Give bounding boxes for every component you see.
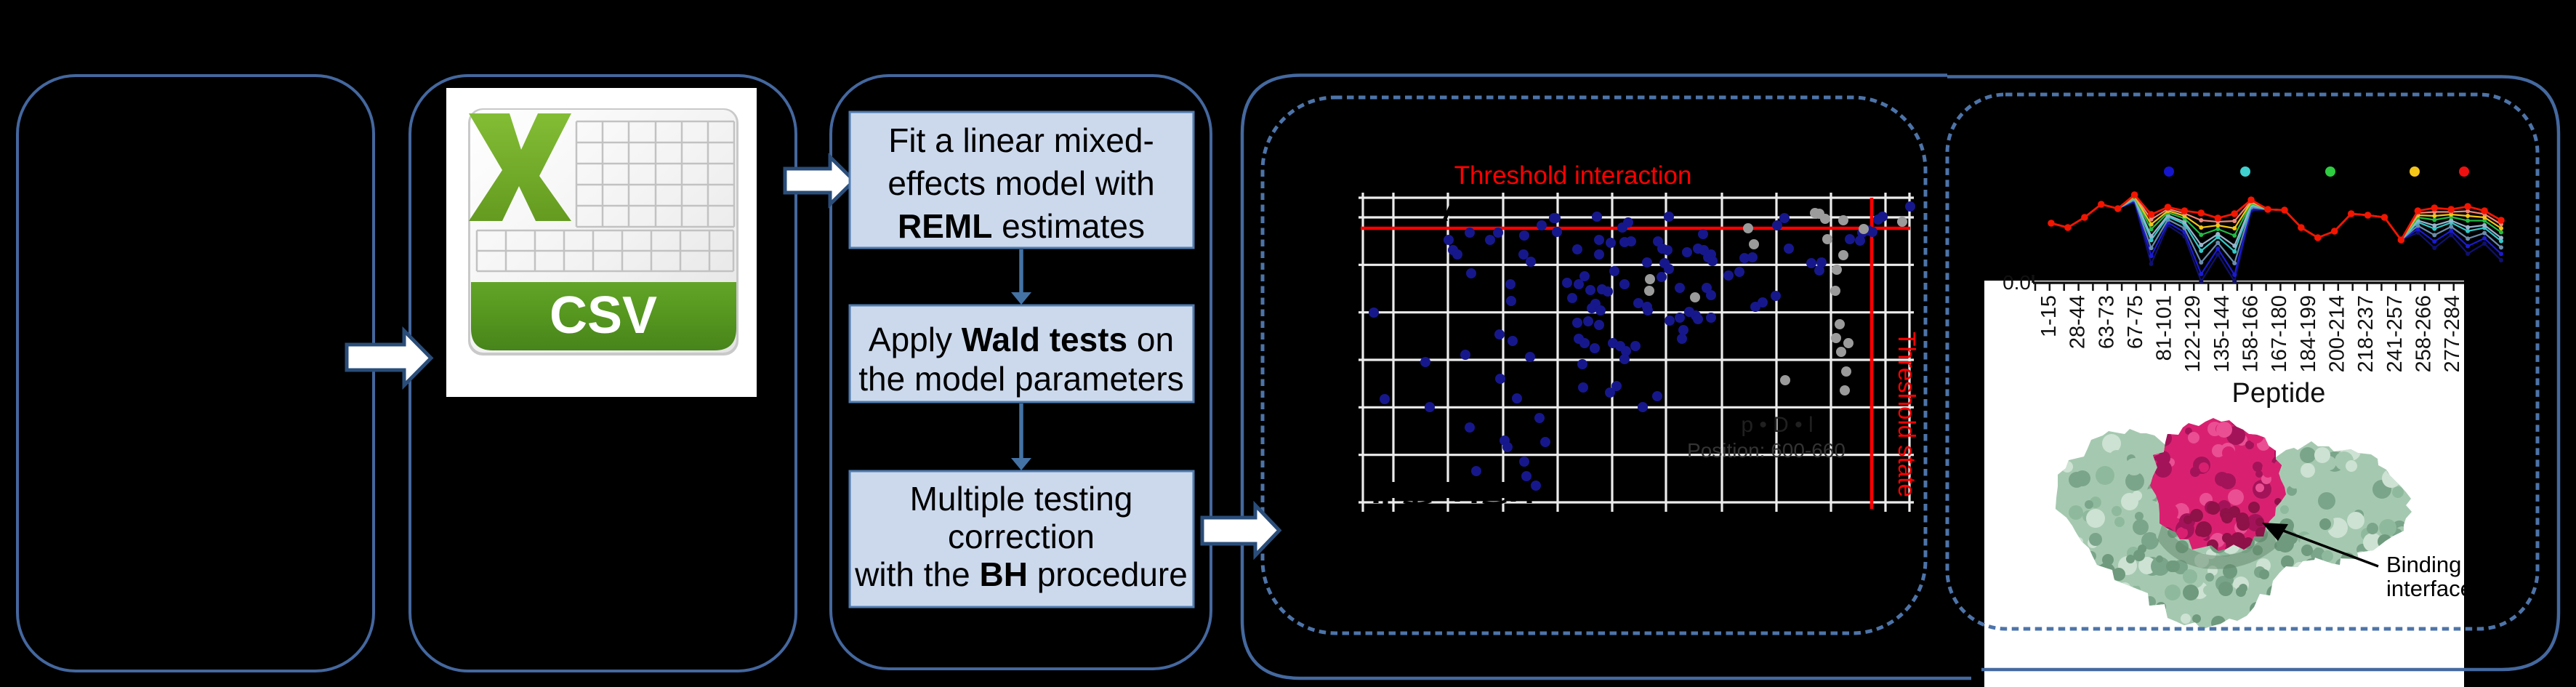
svg-text:218-237: 218-237 bbox=[2354, 295, 2378, 372]
svg-text:277-284: 277-284 bbox=[2441, 295, 2464, 372]
svg-text:p • D • l: p • D • l bbox=[1741, 413, 1813, 437]
svg-text:135-144: 135-144 bbox=[2210, 295, 2234, 372]
svg-text:Threshold interaction: Threshold interaction bbox=[1454, 161, 1692, 190]
svg-text:1-15: 1-15 bbox=[2037, 295, 2061, 337]
svg-text:122-129: 122-129 bbox=[2181, 295, 2205, 372]
svg-text:Binding: Binding bbox=[2386, 552, 2461, 577]
svg-text:28-44: 28-44 bbox=[2066, 295, 2090, 349]
svg-text:81-101: 81-101 bbox=[2153, 295, 2176, 361]
svg-text:Position: 600-660: Position: 600-660 bbox=[1687, 439, 1846, 462]
svg-text:REML estimates: REML estimates bbox=[898, 207, 1145, 245]
svg-text:CSV: CSV bbox=[550, 286, 657, 345]
svg-text:correction: correction bbox=[948, 518, 1095, 555]
svg-text:Apply Wald tests on: Apply Wald tests on bbox=[869, 321, 1174, 358]
svg-text:241-257: 241-257 bbox=[2383, 295, 2407, 372]
svg-text:Threshold state: Threshold state bbox=[1893, 332, 1920, 497]
svg-text:Multiple testing: Multiple testing bbox=[910, 480, 1133, 518]
svg-text:158-166: 158-166 bbox=[2239, 295, 2263, 372]
svg-text:258-266: 258-266 bbox=[2412, 295, 2435, 372]
svg-text:the model parameters: the model parameters bbox=[858, 360, 1183, 398]
svg-text:200-214: 200-214 bbox=[2326, 295, 2349, 372]
svg-text:effects model with: effects model with bbox=[887, 164, 1154, 202]
svg-text:Fit a linear mixed-: Fit a linear mixed- bbox=[888, 121, 1154, 159]
svg-text:63-73: 63-73 bbox=[2095, 295, 2118, 349]
svg-text:167-180: 167-180 bbox=[2268, 295, 2291, 372]
svg-text:0.0: 0.0 bbox=[2003, 271, 2031, 294]
svg-text:Peptide: Peptide bbox=[2232, 378, 2326, 409]
svg-text:with the BH procedure: with the BH procedure bbox=[854, 555, 1188, 593]
svg-text:interface: interface bbox=[2386, 576, 2473, 601]
svg-text:184-199: 184-199 bbox=[2297, 295, 2320, 372]
svg-text:67-75: 67-75 bbox=[2124, 295, 2147, 349]
